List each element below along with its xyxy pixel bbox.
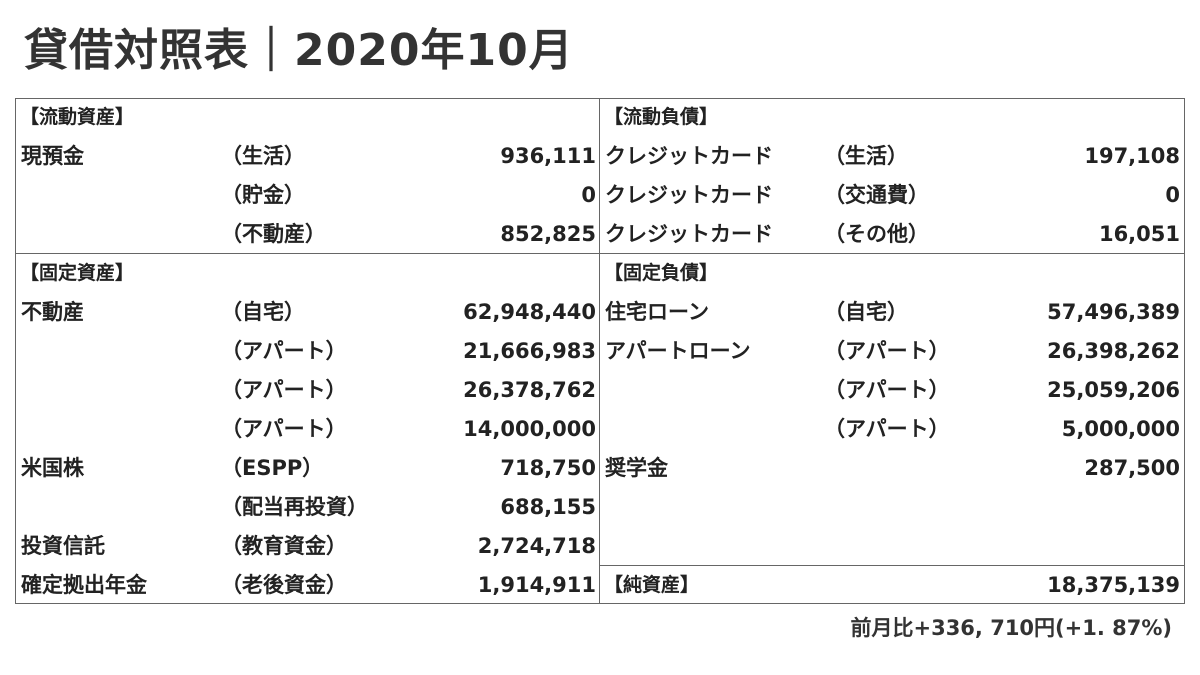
fixed-asset-sub: （自宅） — [221, 300, 305, 324]
current-asset-value: 852,825 — [500, 222, 596, 246]
fixed-assets-heading: 【固定資産】 — [20, 262, 135, 284]
current-liability-value: 16,051 — [1098, 222, 1180, 246]
fixed-liability-item: アパートローン — [605, 339, 751, 363]
fixed-asset-item: 米国株 — [21, 456, 84, 480]
fixed-asset-item: 投資信託 — [21, 534, 105, 558]
net-assets-label: 【純資産】 — [604, 574, 700, 596]
fixed-asset-sub: （アパート） — [221, 417, 347, 441]
fixed-asset-sub: （配当再投資） — [221, 495, 368, 519]
current-asset-value: 0 — [581, 183, 596, 207]
section-divider-left — [16, 253, 599, 254]
current-liability-sub: （その他） — [824, 222, 929, 246]
current-liability-sub: （交通費） — [824, 183, 929, 207]
month-over-month-change: 前月比+336, 710円(+1. 87%) — [850, 616, 1172, 640]
net-assets-divider — [600, 565, 1184, 566]
current-asset-sub: （不動産） — [221, 222, 326, 246]
current-asset-value: 936,111 — [500, 144, 596, 168]
fixed-asset-value: 1,914,911 — [477, 573, 596, 597]
current-liability-value: 0 — [1165, 183, 1180, 207]
fixed-liability-item: 奨学金 — [605, 456, 668, 480]
current-liability-item: クレジットカード — [605, 183, 773, 207]
fixed-asset-value: 26,378,762 — [463, 378, 596, 402]
current-asset-sub: （貯金） — [221, 183, 305, 207]
balance-sheet-table: 【流動資産】 現預金 （生活） 936,111 （貯金） 0 （不動産） 852… — [15, 98, 1185, 604]
fixed-liability-value: 25,059,206 — [1047, 378, 1180, 402]
fixed-liability-value: 57,496,389 — [1047, 300, 1180, 324]
fixed-liability-item: 住宅ローン — [605, 300, 709, 324]
column-divider — [599, 99, 600, 603]
net-assets-value: 18,375,139 — [1047, 573, 1180, 597]
current-asset-sub: （生活） — [221, 144, 305, 168]
current-asset-item: 現預金 — [21, 144, 84, 168]
current-liability-item: クレジットカード — [605, 222, 773, 246]
fixed-asset-value: 688,155 — [500, 495, 596, 519]
fixed-asset-item: 確定拠出年金 — [21, 573, 147, 597]
fixed-liability-value: 26,398,262 — [1047, 339, 1180, 363]
fixed-liability-sub: （アパート） — [824, 339, 950, 363]
fixed-asset-value: 62,948,440 — [463, 300, 596, 324]
fixed-asset-sub: （教育資金） — [221, 534, 347, 558]
fixed-liability-sub: （アパート） — [824, 417, 950, 441]
section-divider-right — [600, 253, 1184, 254]
fixed-asset-value: 2,724,718 — [477, 534, 596, 558]
current-assets-heading: 【流動資産】 — [20, 106, 135, 128]
current-liabilities-heading: 【流動負債】 — [604, 106, 719, 128]
fixed-asset-item: 不動産 — [21, 300, 84, 324]
fixed-asset-value: 21,666,983 — [463, 339, 596, 363]
fixed-liabilities-heading: 【固定負債】 — [604, 262, 719, 284]
current-liability-sub: （生活） — [824, 144, 908, 168]
fixed-asset-value: 14,000,000 — [463, 417, 596, 441]
fixed-asset-sub: （アパート） — [221, 339, 347, 363]
fixed-asset-sub: （老後資金） — [221, 573, 347, 597]
fixed-asset-sub: （アパート） — [221, 378, 347, 402]
current-liability-item: クレジットカード — [605, 144, 773, 168]
current-liability-value: 197,108 — [1084, 144, 1180, 168]
page-title: 貸借対照表｜2020年10月 — [24, 25, 574, 76]
fixed-liability-value: 287,500 — [1084, 456, 1180, 480]
fixed-asset-value: 718,750 — [500, 456, 596, 480]
fixed-liability-sub: （自宅） — [824, 300, 908, 324]
fixed-liability-sub: （アパート） — [824, 378, 950, 402]
fixed-asset-sub: （ESPP） — [221, 456, 324, 480]
fixed-liability-value: 5,000,000 — [1061, 417, 1180, 441]
